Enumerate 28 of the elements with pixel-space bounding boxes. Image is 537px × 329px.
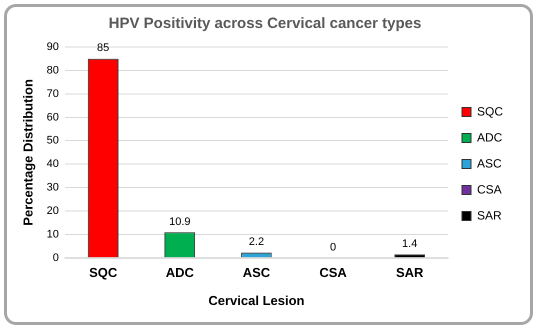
y-tick-label: 30 [46, 182, 59, 194]
x-tick-label: ADC [166, 265, 194, 280]
data-label: 85 [97, 42, 110, 54]
legend-label: ADC [476, 130, 503, 144]
x-tick-label: CSA [319, 265, 348, 280]
y-tick-label: 10 [46, 228, 59, 240]
x-tick-label: SQC [89, 265, 118, 280]
y-axis-title: Percentage Distribution [20, 79, 36, 226]
data-label: 2.2 [248, 236, 264, 248]
legend-label: CSA [476, 182, 502, 196]
legend-label: SAR [476, 208, 502, 222]
y-tick-label: 20 [46, 204, 59, 217]
y-tick-label: 80 [46, 64, 59, 76]
chart-title: HPV Positivity across Cervical cancer types [108, 15, 422, 32]
x-tick-label: ASC [242, 265, 271, 280]
y-tick-label: 90 [46, 41, 59, 54]
data-label: 0 [330, 241, 336, 254]
x-tick-label: SAR [396, 265, 424, 280]
data-label: 1.4 [402, 238, 418, 250]
y-tick-label: 60 [46, 111, 59, 124]
y-tick-label: 70 [46, 88, 59, 100]
legend-label: SQC [476, 104, 504, 118]
data-label: 10.9 [169, 216, 190, 228]
legend-label: ASC [476, 156, 502, 170]
y-tick-label: 40 [46, 158, 59, 170]
x-axis-title: Cervical Lesion [208, 292, 305, 308]
y-tick-label: 0 [52, 252, 59, 264]
y-tick-label: 50 [46, 134, 59, 147]
